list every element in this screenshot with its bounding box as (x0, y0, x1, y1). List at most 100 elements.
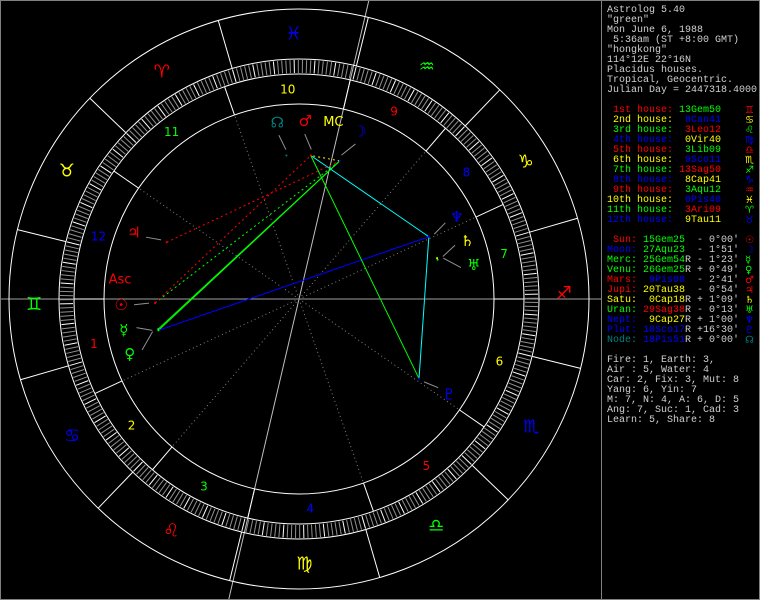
degree-tick (60, 314, 74, 317)
house-number: 7 (500, 247, 508, 261)
sign-boundary-line (89, 97, 127, 134)
planet-glyph-icon: ♅ (467, 256, 480, 274)
degree-tick (193, 84, 200, 97)
sign-boundary-line (229, 531, 243, 581)
zodiac-sign-icon: ♌ (163, 521, 179, 542)
degree-tick (201, 505, 209, 518)
degree-tick (110, 438, 122, 448)
degree-tick (520, 344, 534, 349)
degree-tick (80, 201, 93, 209)
planet-position-dot (436, 257, 439, 260)
degree-tick (524, 313, 538, 316)
zodiac-sign-icon: ♋ (64, 426, 80, 447)
planet-glyph-icon: ♆ (450, 208, 463, 226)
house-number: 12 (91, 229, 106, 243)
planet-latitude: - 0°13' (697, 305, 740, 316)
house-cusp-value: 8Can41 (685, 115, 722, 126)
degree-tick (506, 204, 519, 211)
planet-pointer-line (278, 135, 287, 150)
degree-tick (61, 270, 75, 273)
house-number: 10 (280, 82, 295, 96)
degree-tick (129, 130, 140, 141)
degree-tick (154, 108, 163, 120)
house-number: 11 (164, 125, 179, 139)
house-cusp-value: 0Pis40 (685, 195, 722, 206)
degree-tick (138, 121, 148, 132)
degree-tick (479, 434, 491, 443)
degree-tick (464, 452, 475, 462)
planet-glyph-icon: ♂ (745, 275, 754, 286)
degree-tick (361, 515, 367, 529)
planet-glyph-icon: ☊ (745, 335, 754, 346)
degree-tick (260, 62, 264, 76)
planet-glyph-icon: ☽ (353, 123, 366, 141)
degree-tick (477, 437, 489, 446)
degree-tick (60, 286, 74, 289)
degree-tick (518, 244, 532, 249)
summary-line: Learn: 5, Share: 8 (607, 415, 716, 426)
degree-tick (164, 100, 173, 113)
degree-tick (391, 504, 398, 518)
degree-tick (286, 524, 289, 538)
degree-tick (68, 233, 82, 238)
degree-tick (158, 481, 168, 494)
house-number: 8 (463, 165, 471, 179)
planet-position-dot (165, 241, 168, 244)
degree-tick (435, 478, 444, 490)
degree-tick (363, 70, 369, 83)
sign-glyph-icon: ♑ (745, 175, 754, 186)
house-cusp-line (475, 203, 504, 218)
planet-pointer-line (443, 257, 462, 268)
degree-tick (198, 503, 205, 517)
degree-tick (340, 64, 345, 78)
degree-tick (510, 378, 523, 385)
degree-tick (321, 61, 324, 75)
degree-tick (282, 524, 285, 538)
degree-tick (512, 220, 525, 226)
degree-tick (167, 98, 176, 111)
degree-tick (108, 435, 120, 444)
degree-tick (521, 337, 535, 341)
house-cusp-value: 9Tau11 (685, 215, 722, 226)
house-cusp-value: 3Leo12 (685, 125, 722, 136)
degree-tick (499, 189, 512, 197)
sign-boundary-line (217, 20, 233, 69)
degree-tick (494, 178, 506, 186)
planet-glyph-icon: ♀ (745, 265, 753, 276)
midheaven-label: MC (323, 115, 343, 130)
zodiac-type: Tropical, Geocentric. (607, 75, 734, 86)
degree-tick (440, 112, 450, 124)
degree-tick (62, 334, 76, 338)
house-label: 10th house: (607, 195, 674, 206)
planet-position: 0Cap18 (649, 295, 686, 306)
planet-glyph-icon: ☿ (745, 255, 752, 266)
house-cusp-dotted-line (298, 216, 477, 300)
zodiac-sign-icon: ♐ (556, 283, 572, 304)
degree-tick (397, 83, 404, 96)
degree-tick (241, 518, 246, 532)
house-cusp-value: 8Cap41 (685, 175, 722, 186)
retrograde-flag: R (685, 335, 692, 346)
degree-tick (186, 498, 194, 511)
house-cusp-dotted-line (298, 298, 364, 484)
degree-tick (213, 510, 220, 523)
degree-tick (520, 340, 534, 345)
planet-pointer-line (136, 327, 153, 331)
degree-tick (135, 124, 145, 135)
degree-tick (346, 519, 350, 533)
degree-tick (245, 519, 250, 533)
house-cusp-line (152, 446, 173, 471)
degree-tick (371, 72, 377, 86)
degree-tick (124, 453, 135, 463)
degree-tick (383, 508, 390, 521)
degree-tick (233, 516, 238, 530)
planet-name: Venu: (607, 265, 638, 276)
aspect-line-opposition (158, 236, 430, 331)
house-cusp-dotted-line (234, 114, 300, 300)
house-system: Placidus houses. (607, 65, 704, 76)
degree-tick (334, 522, 338, 536)
degree-tick (517, 356, 531, 361)
degree-tick (139, 467, 149, 478)
